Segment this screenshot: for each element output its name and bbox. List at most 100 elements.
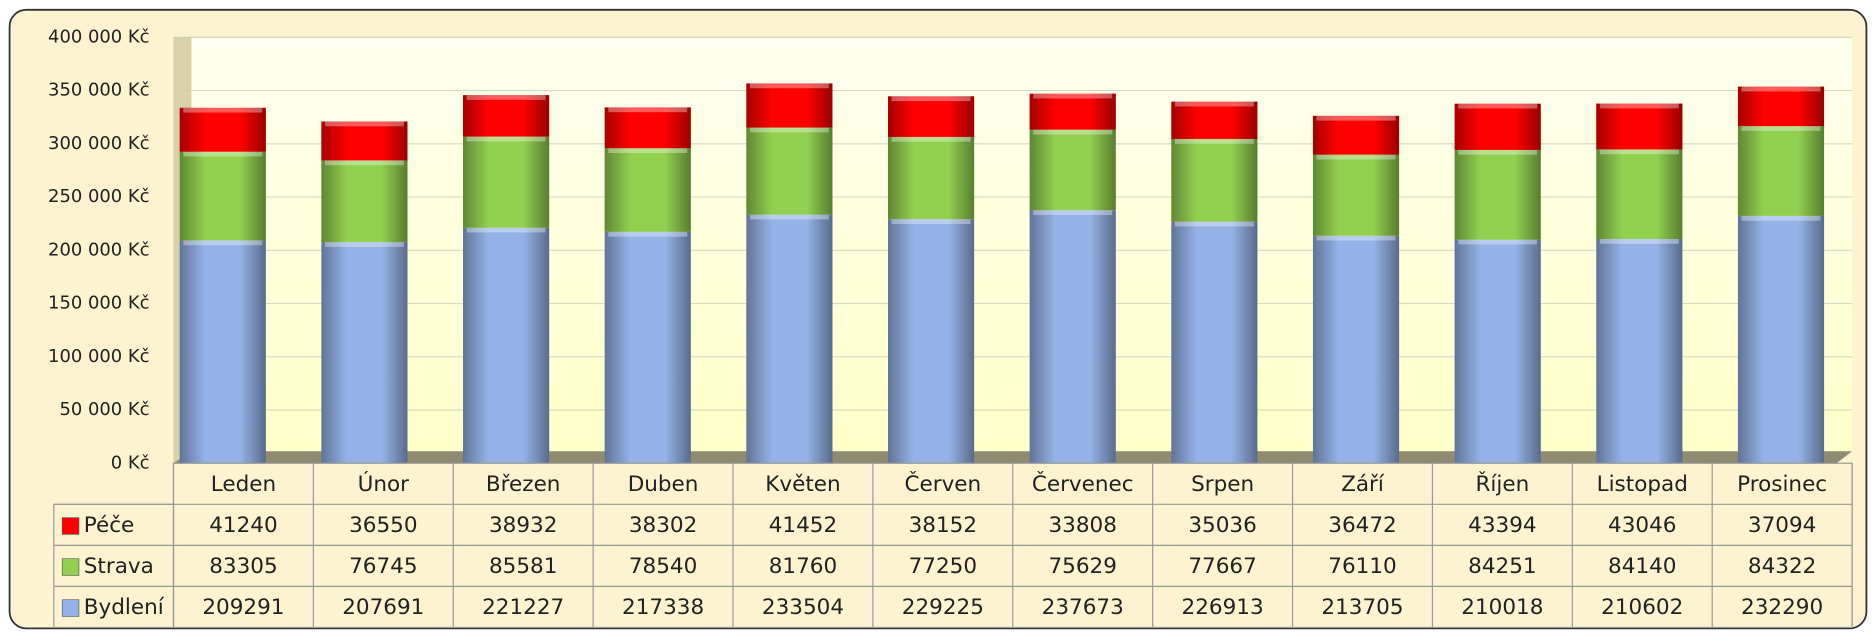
table-value: 83305	[209, 554, 277, 579]
bar-shade	[179, 151, 266, 241]
bar-shade	[1312, 115, 1400, 155]
table-value: 37094	[1748, 513, 1816, 538]
bar-bevel	[608, 148, 688, 153]
bar-shade	[887, 96, 975, 137]
table-value: 36472	[1328, 513, 1396, 538]
table-value: 213705	[1321, 595, 1403, 620]
category-label: Duben	[628, 472, 699, 497]
bar-shade	[604, 148, 691, 232]
bar-bevel	[1458, 103, 1538, 109]
bar-shade	[746, 214, 833, 464]
table-value: 85581	[489, 554, 557, 579]
bar-shade	[463, 95, 550, 137]
bar-shade	[1171, 101, 1258, 139]
bar-shade	[887, 136, 975, 220]
y-tick-label: 250 000 Kč	[48, 186, 150, 207]
bar-bevel	[749, 127, 829, 133]
bar-bevel	[749, 214, 829, 220]
table-value: 217338	[622, 595, 704, 620]
bar-bevel	[1033, 210, 1113, 215]
table-value: 221227	[482, 595, 564, 620]
table-value: 33808	[1048, 513, 1116, 538]
bar-bevel	[1033, 93, 1113, 99]
table-value: 77250	[909, 554, 977, 579]
bar-bevel	[1458, 149, 1538, 155]
bar-bevel	[1741, 126, 1821, 131]
bar-bevel	[324, 242, 404, 247]
bar-shade	[604, 231, 691, 464]
bar-bevel	[466, 227, 546, 233]
category-label: Únor	[358, 471, 410, 497]
bar-bevel	[749, 83, 829, 89]
legend-key	[61, 517, 80, 535]
bar-shade	[1737, 86, 1825, 127]
table-value: 209291	[202, 595, 284, 620]
category-label: Červenec	[1032, 471, 1134, 497]
y-tick-label: 150 000 Kč	[48, 293, 150, 314]
y-tick-label: 0 Kč	[111, 452, 150, 473]
bar-bevel	[891, 136, 971, 142]
category-label: Září	[1341, 472, 1385, 497]
table-value: 75629	[1048, 554, 1116, 579]
table-value: 76110	[1328, 554, 1396, 579]
table-value: 229225	[902, 595, 984, 620]
bar-shade	[1596, 103, 1683, 150]
category-label: Prosinec	[1737, 472, 1827, 497]
bar-bevel	[1458, 239, 1538, 245]
table-value: 207691	[342, 595, 424, 620]
table-value: 84251	[1468, 554, 1536, 579]
bar-shade	[887, 219, 975, 464]
y-tick-label: 400 000 Kč	[48, 26, 150, 47]
table-value: 77667	[1188, 554, 1256, 579]
bar-shade	[1454, 103, 1541, 150]
y-tick-label: 50 000 Kč	[59, 399, 149, 420]
bar-bevel	[1174, 101, 1254, 107]
table-value: 41452	[769, 513, 837, 538]
table-value: 38932	[489, 513, 557, 538]
bar-bevel	[1174, 138, 1254, 144]
bar-bevel	[891, 219, 971, 224]
bar-shade	[1596, 239, 1683, 464]
bar-shade	[1312, 154, 1400, 236]
bar-shade	[1029, 210, 1116, 464]
bar-bevel	[608, 231, 688, 237]
bar-shade	[463, 136, 550, 228]
legend-label: Strava	[84, 554, 154, 579]
bar-bevel	[324, 160, 404, 166]
category-label: Březen	[486, 472, 561, 497]
bar-bevel	[466, 136, 546, 142]
bar-shade	[746, 127, 833, 215]
table-value: 38302	[629, 513, 697, 538]
table-value: 226913	[1182, 595, 1264, 620]
table-value: 210602	[1601, 595, 1683, 620]
category-label: Listopad	[1597, 472, 1688, 497]
bar-bevel	[1033, 129, 1113, 135]
bar-shade	[321, 121, 408, 161]
bar-shade	[179, 240, 266, 464]
table-value: 38152	[909, 513, 977, 538]
legend-label: Péče	[84, 513, 135, 538]
bar-shade	[1737, 215, 1825, 464]
bar-bevel	[1599, 103, 1679, 109]
table-value: 35036	[1188, 513, 1256, 538]
bar-shade	[1737, 126, 1825, 216]
bar-bevel	[608, 107, 688, 113]
bar-bevel	[1599, 149, 1679, 155]
table-value: 76745	[349, 554, 417, 579]
bar-bevel	[466, 95, 546, 100]
y-tick-label: 200 000 Kč	[48, 239, 150, 260]
bar-shade	[463, 227, 550, 464]
table-value: 84322	[1748, 554, 1816, 579]
table-value: 36550	[349, 513, 417, 538]
bar-shade	[1454, 239, 1541, 464]
bar-bevel	[891, 96, 971, 102]
bar-shade	[1171, 221, 1258, 464]
y-tick-label: 350 000 Kč	[48, 80, 150, 101]
bar-shade	[179, 107, 266, 152]
bar-shade	[1029, 129, 1116, 211]
table-value: 78540	[629, 554, 697, 579]
category-label: Srpen	[1191, 472, 1254, 497]
y-tick-label: 300 000 Kč	[48, 133, 150, 154]
bar-bevel	[1316, 115, 1396, 121]
